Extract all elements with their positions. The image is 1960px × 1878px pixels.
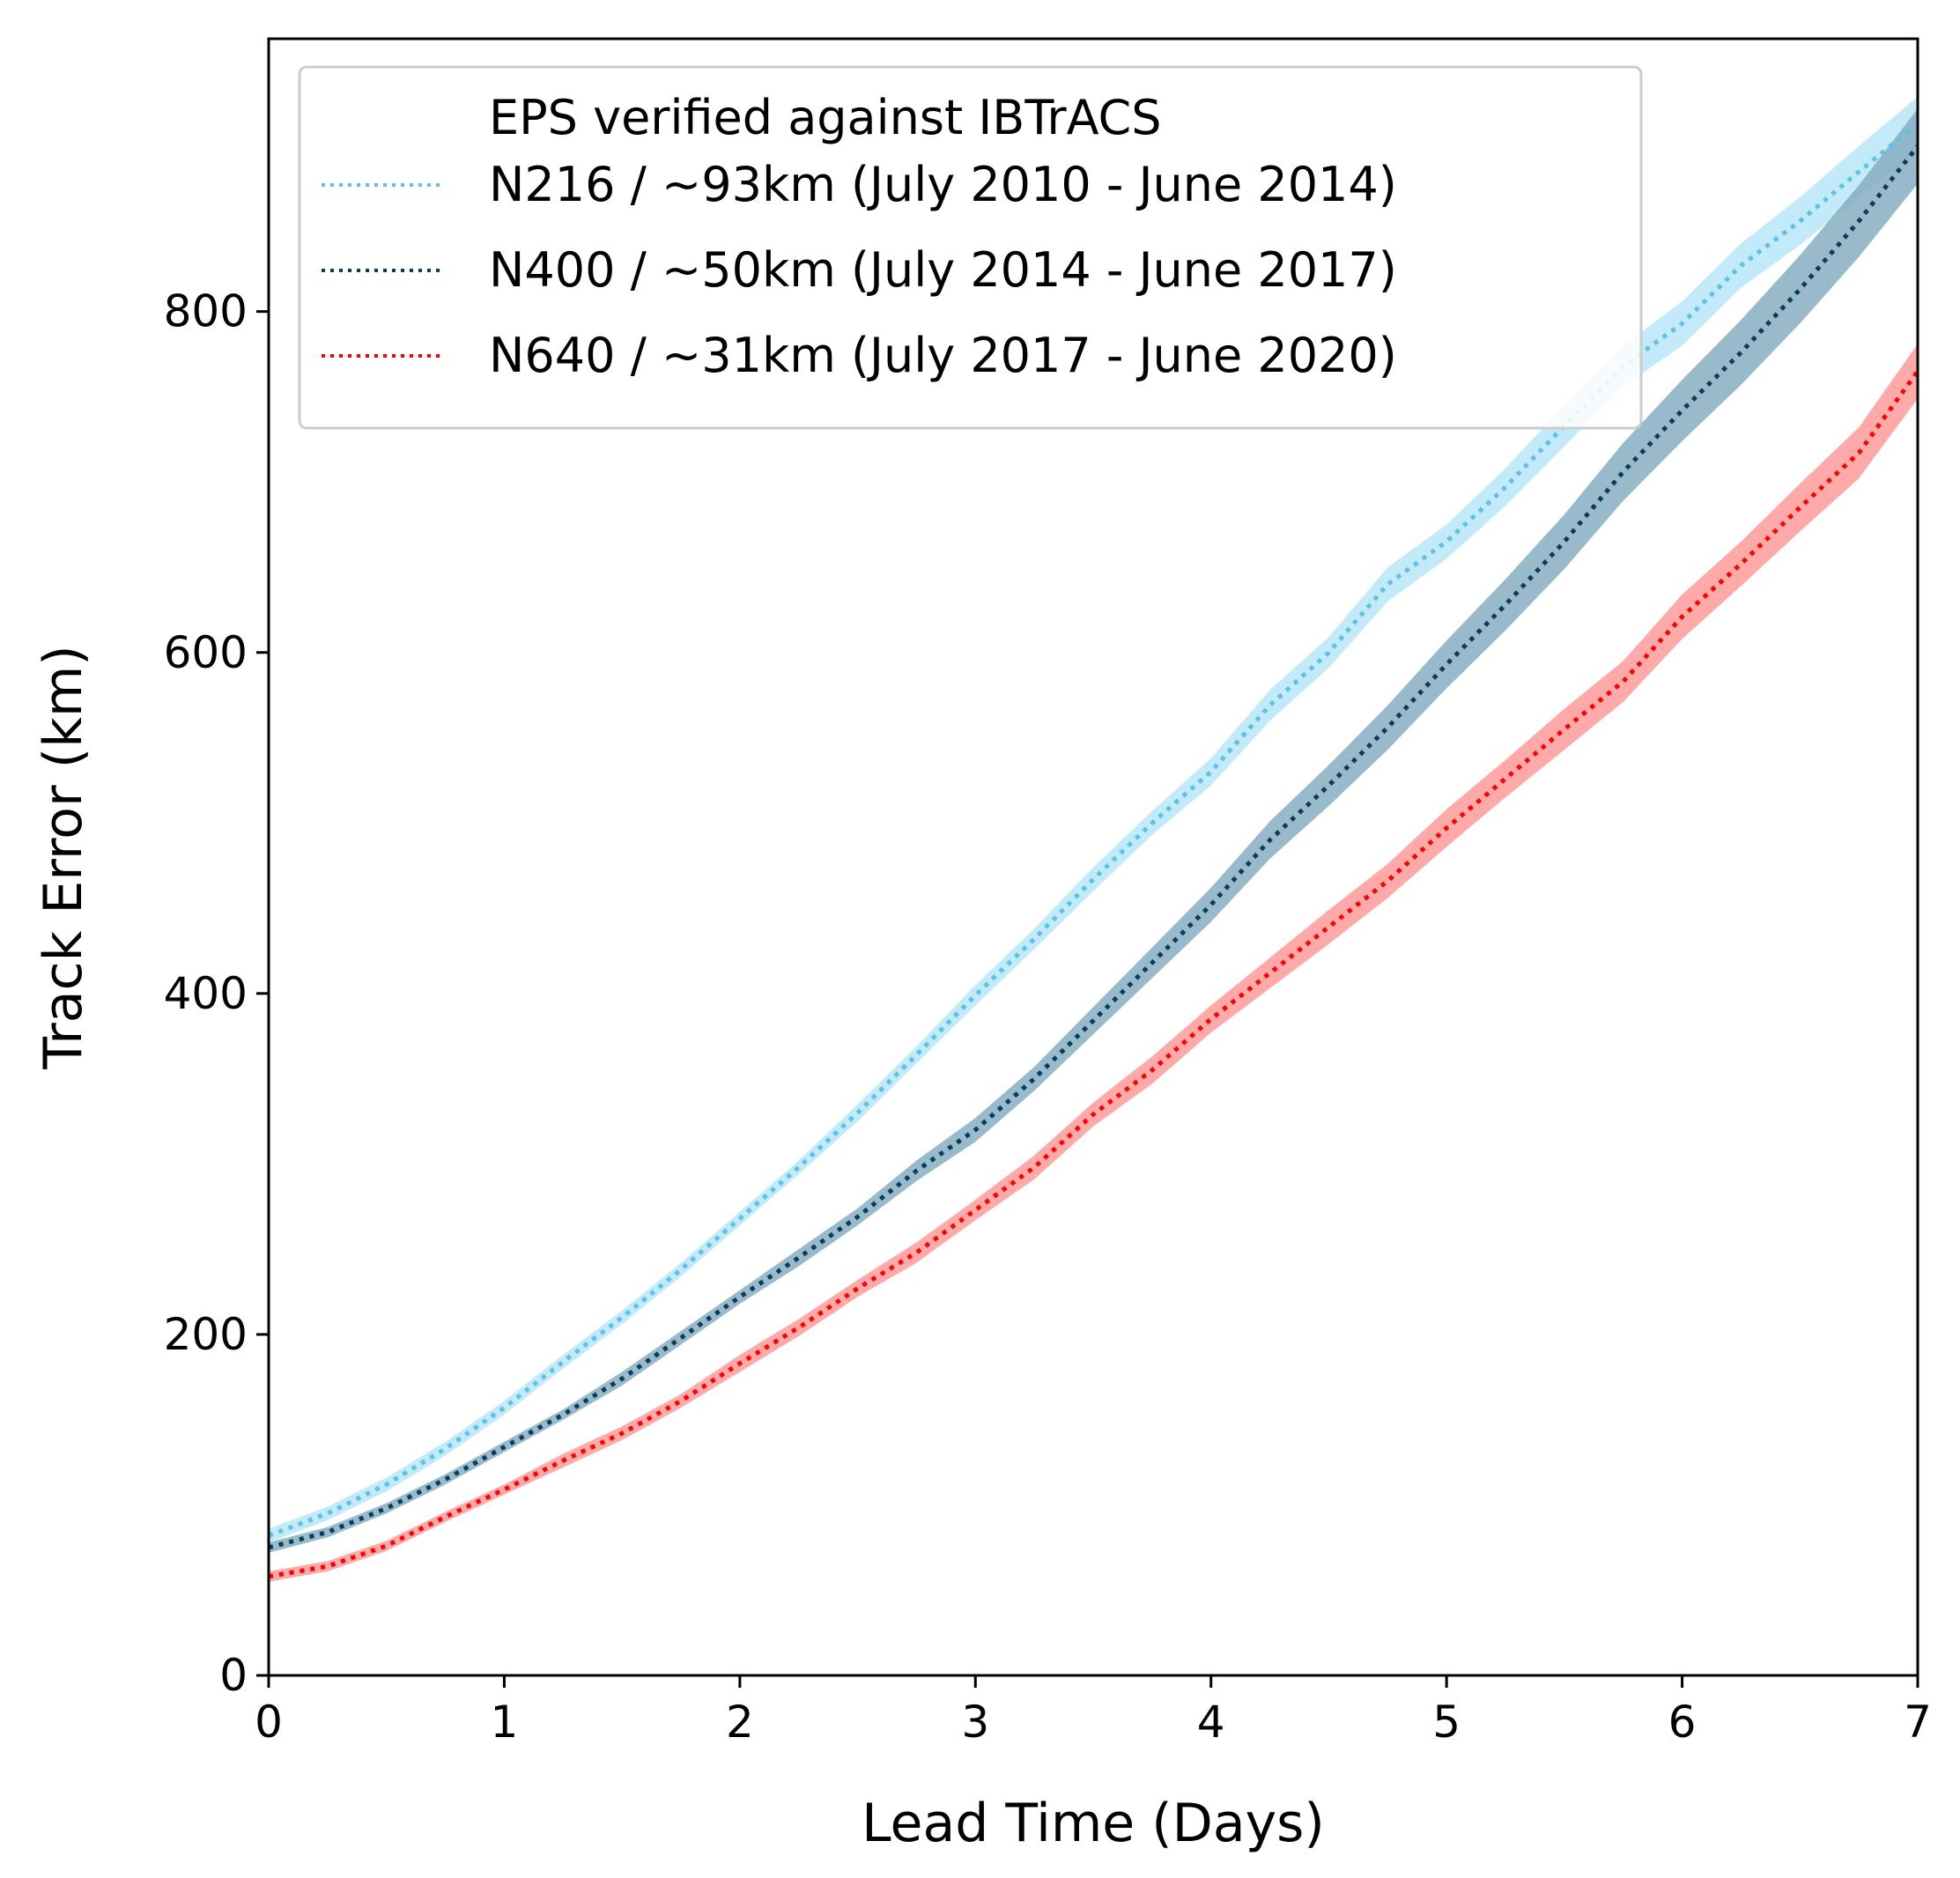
x-tick-label: 7	[1904, 1697, 1932, 1748]
legend-label-1: N400 / ~50km (July 2014 - June 2017)	[489, 242, 1397, 298]
error-bands	[269, 96, 1918, 1582]
y-tick-label: 0	[219, 1650, 248, 1701]
x-tick-label: 4	[1197, 1697, 1225, 1748]
legend: EPS verified against IBTrACS N216 / ~93k…	[298, 65, 1643, 430]
y-axis-title: Track Error (km)	[33, 645, 94, 1069]
y-tick-label: 600	[164, 627, 248, 678]
legend-label-2: N640 / ~31km (July 2017 - June 2020)	[489, 328, 1397, 383]
legend-title: EPS verified against IBTrACS	[489, 90, 1162, 145]
series-line-2	[268, 369, 1920, 1579]
legend-box	[298, 65, 1643, 430]
series-line-1	[268, 144, 1919, 1550]
x-tick-label: 6	[1668, 1697, 1697, 1748]
x-tick-label: 1	[491, 1697, 519, 1748]
series-lines	[268, 122, 1920, 1579]
x-axis-ticks: 0 1 2 3 4 5 6 7	[255, 1675, 1932, 1748]
x-tick-label: 2	[726, 1697, 754, 1748]
x-tick-label: 5	[1432, 1697, 1461, 1748]
y-tick-label: 400	[164, 968, 248, 1019]
y-axis-ticks: 0 200 400 600 800	[164, 286, 269, 1701]
legend-label-0: N216 / ~93km (July 2010 - June 2014)	[489, 157, 1397, 212]
x-tick-label: 3	[961, 1697, 989, 1748]
x-tick-label: 0	[255, 1697, 283, 1748]
plot-frame	[267, 37, 1919, 1677]
series-line-0	[268, 122, 1919, 1538]
y-tick-label: 200	[164, 1309, 248, 1360]
x-axis-title: Lead Time (Days)	[862, 1793, 1325, 1854]
y-tick-label: 800	[164, 286, 248, 337]
legend-items: N216 / ~93km (July 2010 - June 2014) N400…	[322, 157, 1397, 383]
series-band-0	[269, 96, 1918, 1542]
